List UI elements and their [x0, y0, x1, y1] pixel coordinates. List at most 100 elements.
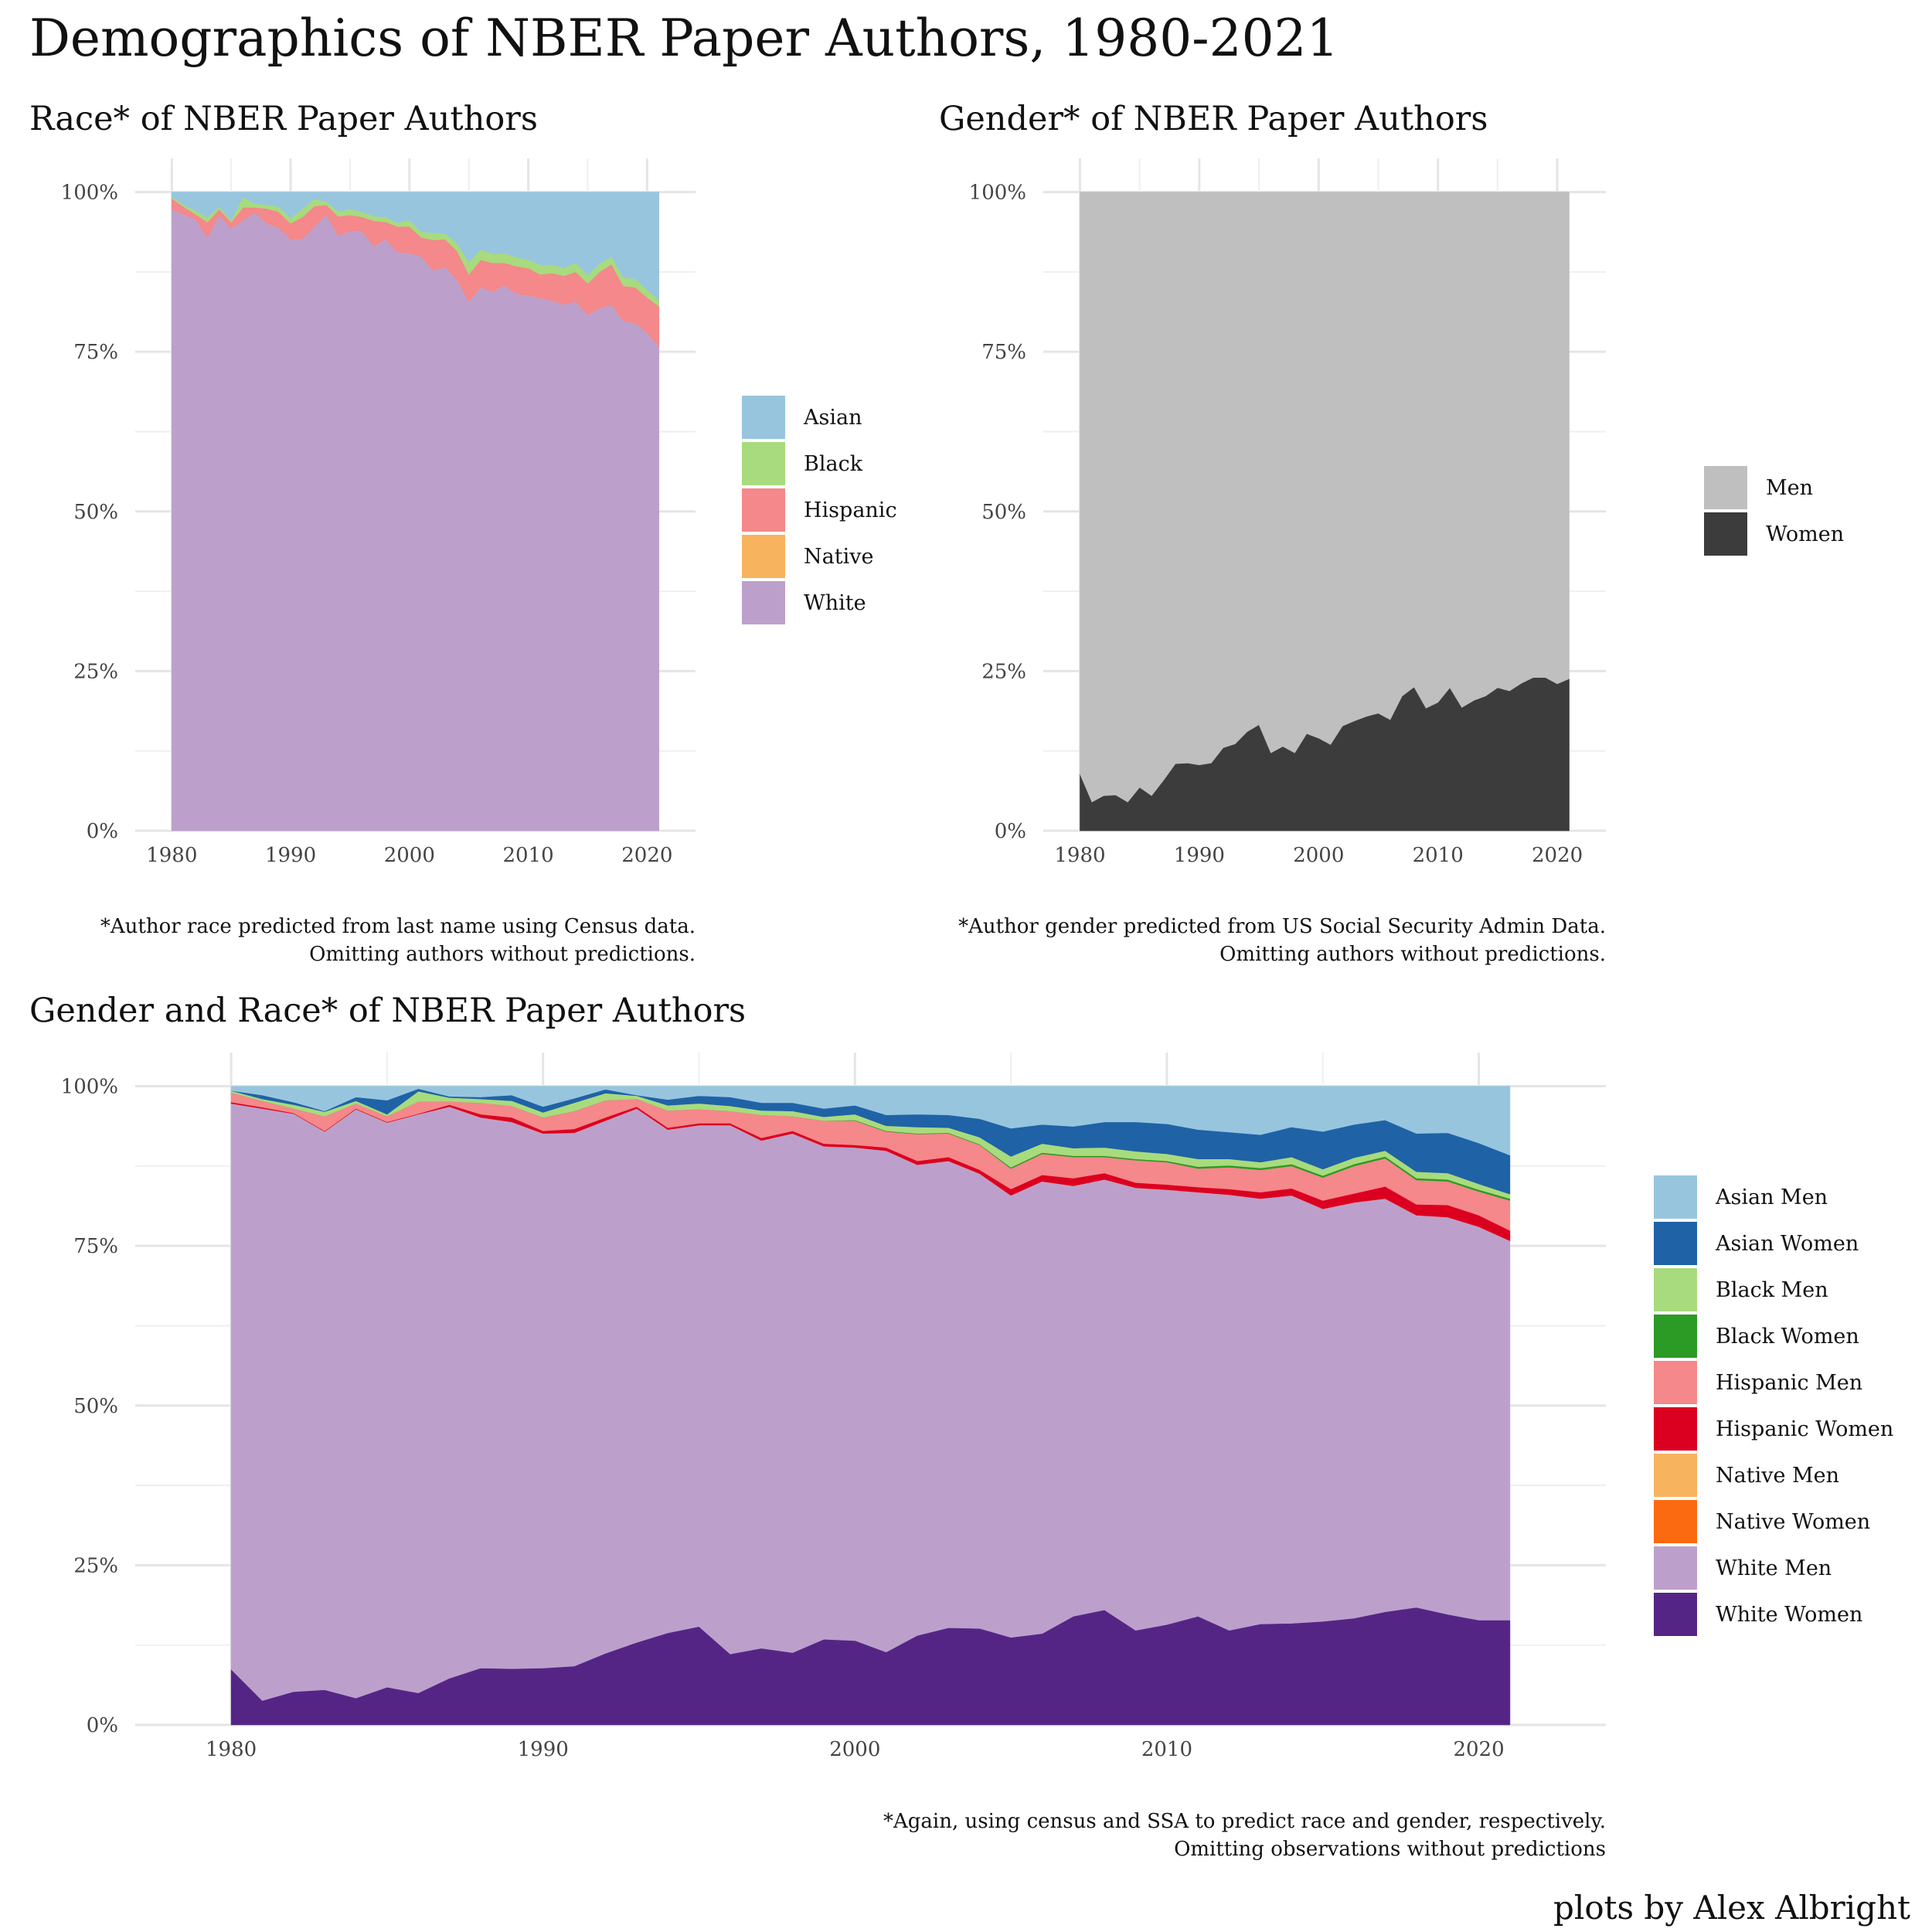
gender-race-legend-label: Asian Women [1715, 1232, 1859, 1256]
race-panel: Race* of NBER Paper Authors 0% 25% 50% 75% 1… [29, 100, 897, 966]
gender-race-legend-label: Native Men [1716, 1464, 1839, 1488]
gender-x-tick-label: 1990 [1174, 844, 1225, 867]
gender-race-legend-swatch [1654, 1593, 1697, 1636]
gender-race-legend-item-hispanic-women: Hispanic Women [1654, 1407, 1893, 1451]
race-legend-swatch [742, 535, 785, 578]
gender-y-tick-label: 100% [969, 182, 1026, 205]
gender-legend-item-men: Men [1704, 466, 1813, 509]
race-x-tick-label: 2020 [621, 844, 672, 867]
gender-race-legend-swatch [1654, 1454, 1697, 1497]
race-legend-item-native: Native [742, 535, 873, 578]
gender-race-legend-item-native-women: Native Women [1654, 1500, 1870, 1543]
race-legend-swatch [742, 442, 785, 485]
gender-race-caption-line-1: *Again, using census and SSA to predict … [883, 1810, 1606, 1833]
gender-legend-swatch [1704, 512, 1747, 556]
gender-race-x-tick-label: 2010 [1141, 1738, 1192, 1761]
gender-race-legend-swatch [1654, 1315, 1697, 1358]
gender-race-legend-swatch [1654, 1268, 1697, 1311]
gender-race-y-tick-label: 75% [73, 1235, 118, 1258]
gender-race-plot: 0% 25% 50% 75% 100% 1980 1990 2000 2010 2020 [61, 1053, 1606, 1761]
race-x-tick-label: 1980 [146, 844, 197, 867]
gender-y-tick-label: 25% [981, 660, 1026, 683]
gender-race-legend-swatch [1654, 1546, 1697, 1590]
gender-y-tick-label: 50% [981, 501, 1026, 524]
gender-race-x-tick-label: 2020 [1453, 1738, 1504, 1761]
gender-caption-line-1: *Author gender predicted from US Social … [958, 915, 1606, 938]
gender-race-legend-swatch [1654, 1222, 1697, 1265]
race-y-tick-label: 75% [73, 341, 118, 364]
gender-areas [1080, 192, 1570, 832]
gender-panel: Gender* of NBER Paper Authors 0% 25% 50% 75… [939, 100, 1844, 966]
gender-race-legend-label: Native Women [1716, 1510, 1870, 1534]
gender-race-y-tick-label: 100% [61, 1076, 118, 1099]
gender-race-legend-item-native-men: Native Men [1654, 1454, 1839, 1497]
gender-race-y-tick-label: 25% [73, 1554, 118, 1577]
gender-legend-label: Men [1766, 476, 1813, 500]
race-caption-line-2: Omitting authors without predictions. [309, 943, 696, 966]
gender-race-legend-swatch [1654, 1407, 1697, 1451]
gender-race-y-tick-label: 50% [73, 1395, 118, 1418]
gender-race-x-tick-label: 2000 [829, 1738, 880, 1761]
race-x-tick-label: 1990 [265, 844, 316, 867]
credit: plots by Alex Albright [1553, 1889, 1910, 1927]
gender-x-tick-label: 2010 [1413, 844, 1464, 867]
race-areas [171, 192, 660, 832]
gender-race-legend: Asian Men Asian Women Black Men Black Women… [1654, 1175, 1893, 1636]
gender-y-tick-label: 75% [981, 341, 1026, 364]
gender-race-legend-item-white-women: White Women [1654, 1593, 1862, 1636]
race-legend-label: White [804, 591, 866, 615]
race-caption-line-1: *Author race predicted from last name us… [100, 915, 696, 938]
gender-race-legend-label: Asian Men [1715, 1185, 1828, 1209]
gender-legend-label: Women [1766, 522, 1844, 546]
gender-race-legend-item-asian-men: Asian Men [1654, 1175, 1828, 1219]
gender-race-legend-item-white-men: White Men [1654, 1546, 1832, 1590]
gender-race-legend-label: Hispanic Women [1716, 1417, 1893, 1441]
race-legend-item-asian: Asian [742, 396, 862, 439]
gender-legend-swatch [1704, 466, 1747, 509]
gender-x-tick-label: 2020 [1532, 844, 1583, 867]
race-panel-title: Race* of NBER Paper Authors [29, 100, 538, 138]
gender-race-area-asian-men [230, 1086, 1511, 1156]
gender-x-tick-label: 2000 [1293, 844, 1344, 867]
race-legend-swatch [742, 396, 785, 439]
race-legend-item-white: White [742, 581, 866, 624]
gender-race-legend-item-black-men: Black Men [1654, 1268, 1828, 1311]
gender-caption-line-2: Omitting authors without predictions. [1219, 943, 1606, 966]
gender-race-legend-item-asian-women: Asian Women [1654, 1222, 1859, 1265]
gender-race-legend-label: White Women [1716, 1603, 1862, 1627]
gender-legend-item-women: Women [1704, 512, 1844, 556]
race-legend-label: Black [804, 452, 863, 476]
race-legend: Asian Black Hispanic Native White [742, 396, 897, 624]
main-title: Demographics of NBER Paper Authors, 1980… [29, 9, 1339, 68]
race-legend-label: Native [804, 545, 873, 569]
race-legend-label: Asian [803, 406, 862, 430]
gender-y-tick-label: 0% [995, 820, 1026, 843]
gender-x-tick-label: 1980 [1054, 844, 1105, 867]
gender-race-panel: Gender and Race* of NBER Paper Authors 0… [29, 992, 1893, 1861]
race-y-tick-label: 0% [87, 820, 118, 843]
gender-race-legend-swatch [1654, 1500, 1697, 1543]
race-legend-item-hispanic: Hispanic [742, 488, 897, 532]
gender-race-legend-label: White Men [1716, 1556, 1832, 1580]
gender-race-legend-label: Black Men [1716, 1278, 1828, 1302]
gender-race-caption-line-2: Omitting observations without prediction… [1174, 1838, 1606, 1861]
gender-plot: 0% 25% 50% 75% 100% 1980 1990 2000 2010 2020 [969, 158, 1606, 867]
race-y-tick-label: 100% [61, 182, 118, 205]
race-legend-swatch [742, 488, 785, 532]
gender-legend: Men Women [1704, 466, 1844, 556]
race-ticks: 0% 25% 50% 75% 100% 1980 1990 2000 2010 2020 [61, 182, 673, 868]
gender-race-x-tick-label: 1990 [518, 1738, 569, 1761]
gender-race-legend-label: Hispanic Men [1716, 1371, 1862, 1395]
gender-race-legend-swatch [1654, 1361, 1697, 1404]
race-y-tick-label: 50% [73, 501, 118, 524]
race-plot: 0% 25% 50% 75% 100% 1980 1990 2000 2010 2020 [61, 158, 696, 867]
race-legend-item-black: Black [742, 442, 863, 485]
gender-race-y-tick-label: 0% [87, 1714, 118, 1737]
gender-panel-title: Gender* of NBER Paper Authors [939, 100, 1488, 138]
race-legend-swatch [742, 581, 785, 624]
race-legend-label: Hispanic [804, 498, 897, 522]
gender-race-legend-item-black-women: Black Women [1654, 1315, 1859, 1358]
race-area-asian [171, 192, 660, 301]
gender-race-legend-swatch [1654, 1175, 1697, 1219]
race-y-tick-label: 25% [73, 660, 118, 683]
